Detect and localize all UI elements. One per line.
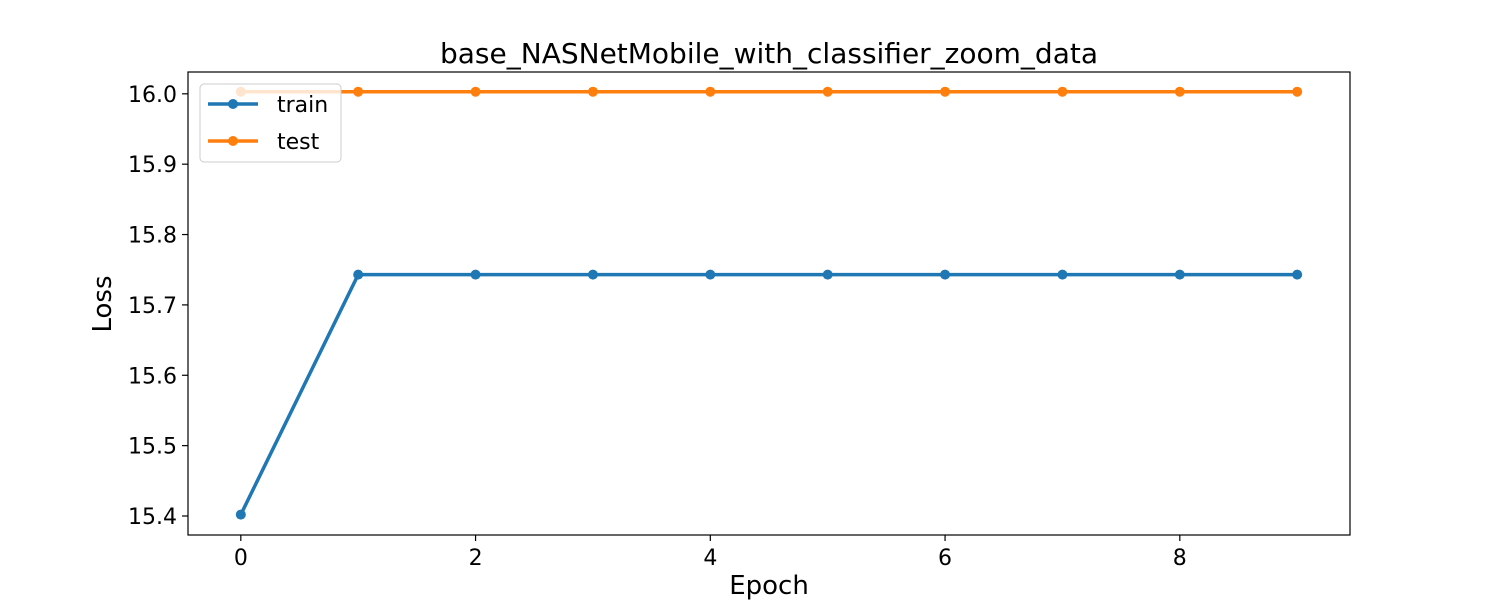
data-point-test: [1057, 86, 1068, 97]
y-tick-label: 15.7: [128, 294, 177, 319]
plot-frame: [187, 71, 1351, 536]
data-point-test: [587, 86, 598, 97]
legend-marker-test: [228, 136, 238, 146]
series-line-train: [239, 272, 1298, 516]
legend-label-train: train: [277, 93, 328, 118]
y-tick-label: 16.0: [128, 83, 177, 108]
x-tick-label: 0: [234, 546, 248, 571]
data-point-train: [705, 269, 716, 280]
legend-marker-train: [228, 99, 238, 109]
legend: train test: [199, 83, 342, 163]
data-point-train: [1057, 269, 1068, 280]
data-point-test: [470, 86, 481, 97]
y-tick-label: 15.8: [128, 224, 177, 249]
data-point-test: [940, 86, 951, 97]
data-point-test: [705, 86, 716, 97]
data-point-train: [1174, 269, 1185, 280]
data-point-train: [822, 269, 833, 280]
y-axis-ticks: 15.4 15.5 15.6 15.7 15.8 15.9 16.0: [128, 83, 188, 530]
x-tick-label: 8: [1173, 546, 1187, 571]
x-axis-ticks: 0 2 4 6 8: [234, 535, 1187, 571]
data-point-test: [1292, 86, 1303, 97]
series-layer: [235, 86, 1303, 520]
y-tick-label: 15.6: [128, 364, 177, 389]
y-tick-label: 15.4: [128, 505, 177, 530]
data-point-train: [235, 509, 246, 520]
data-point-train: [1292, 269, 1303, 280]
series-test: [235, 86, 1303, 97]
data-point-train: [470, 269, 481, 280]
y-tick-label: 15.5: [128, 435, 177, 460]
data-point-test: [822, 86, 833, 97]
y-axis-label: Loss: [88, 275, 118, 332]
x-tick-label: 4: [703, 546, 717, 571]
data-point-test: [353, 86, 364, 97]
series-train: [235, 269, 1303, 520]
x-tick-label: 6: [938, 546, 952, 571]
legend-label-test: test: [277, 130, 320, 155]
data-point-train: [353, 269, 364, 280]
data-point-train: [940, 269, 951, 280]
x-axis-label: Epoch: [729, 571, 809, 600]
chart-title: base_NASNetMobile_with_classifier_zoom_d…: [440, 37, 1098, 70]
x-tick-label: 2: [469, 546, 483, 571]
y-tick-label: 15.9: [128, 153, 177, 178]
data-point-train: [587, 269, 598, 280]
data-point-test: [1174, 86, 1185, 97]
